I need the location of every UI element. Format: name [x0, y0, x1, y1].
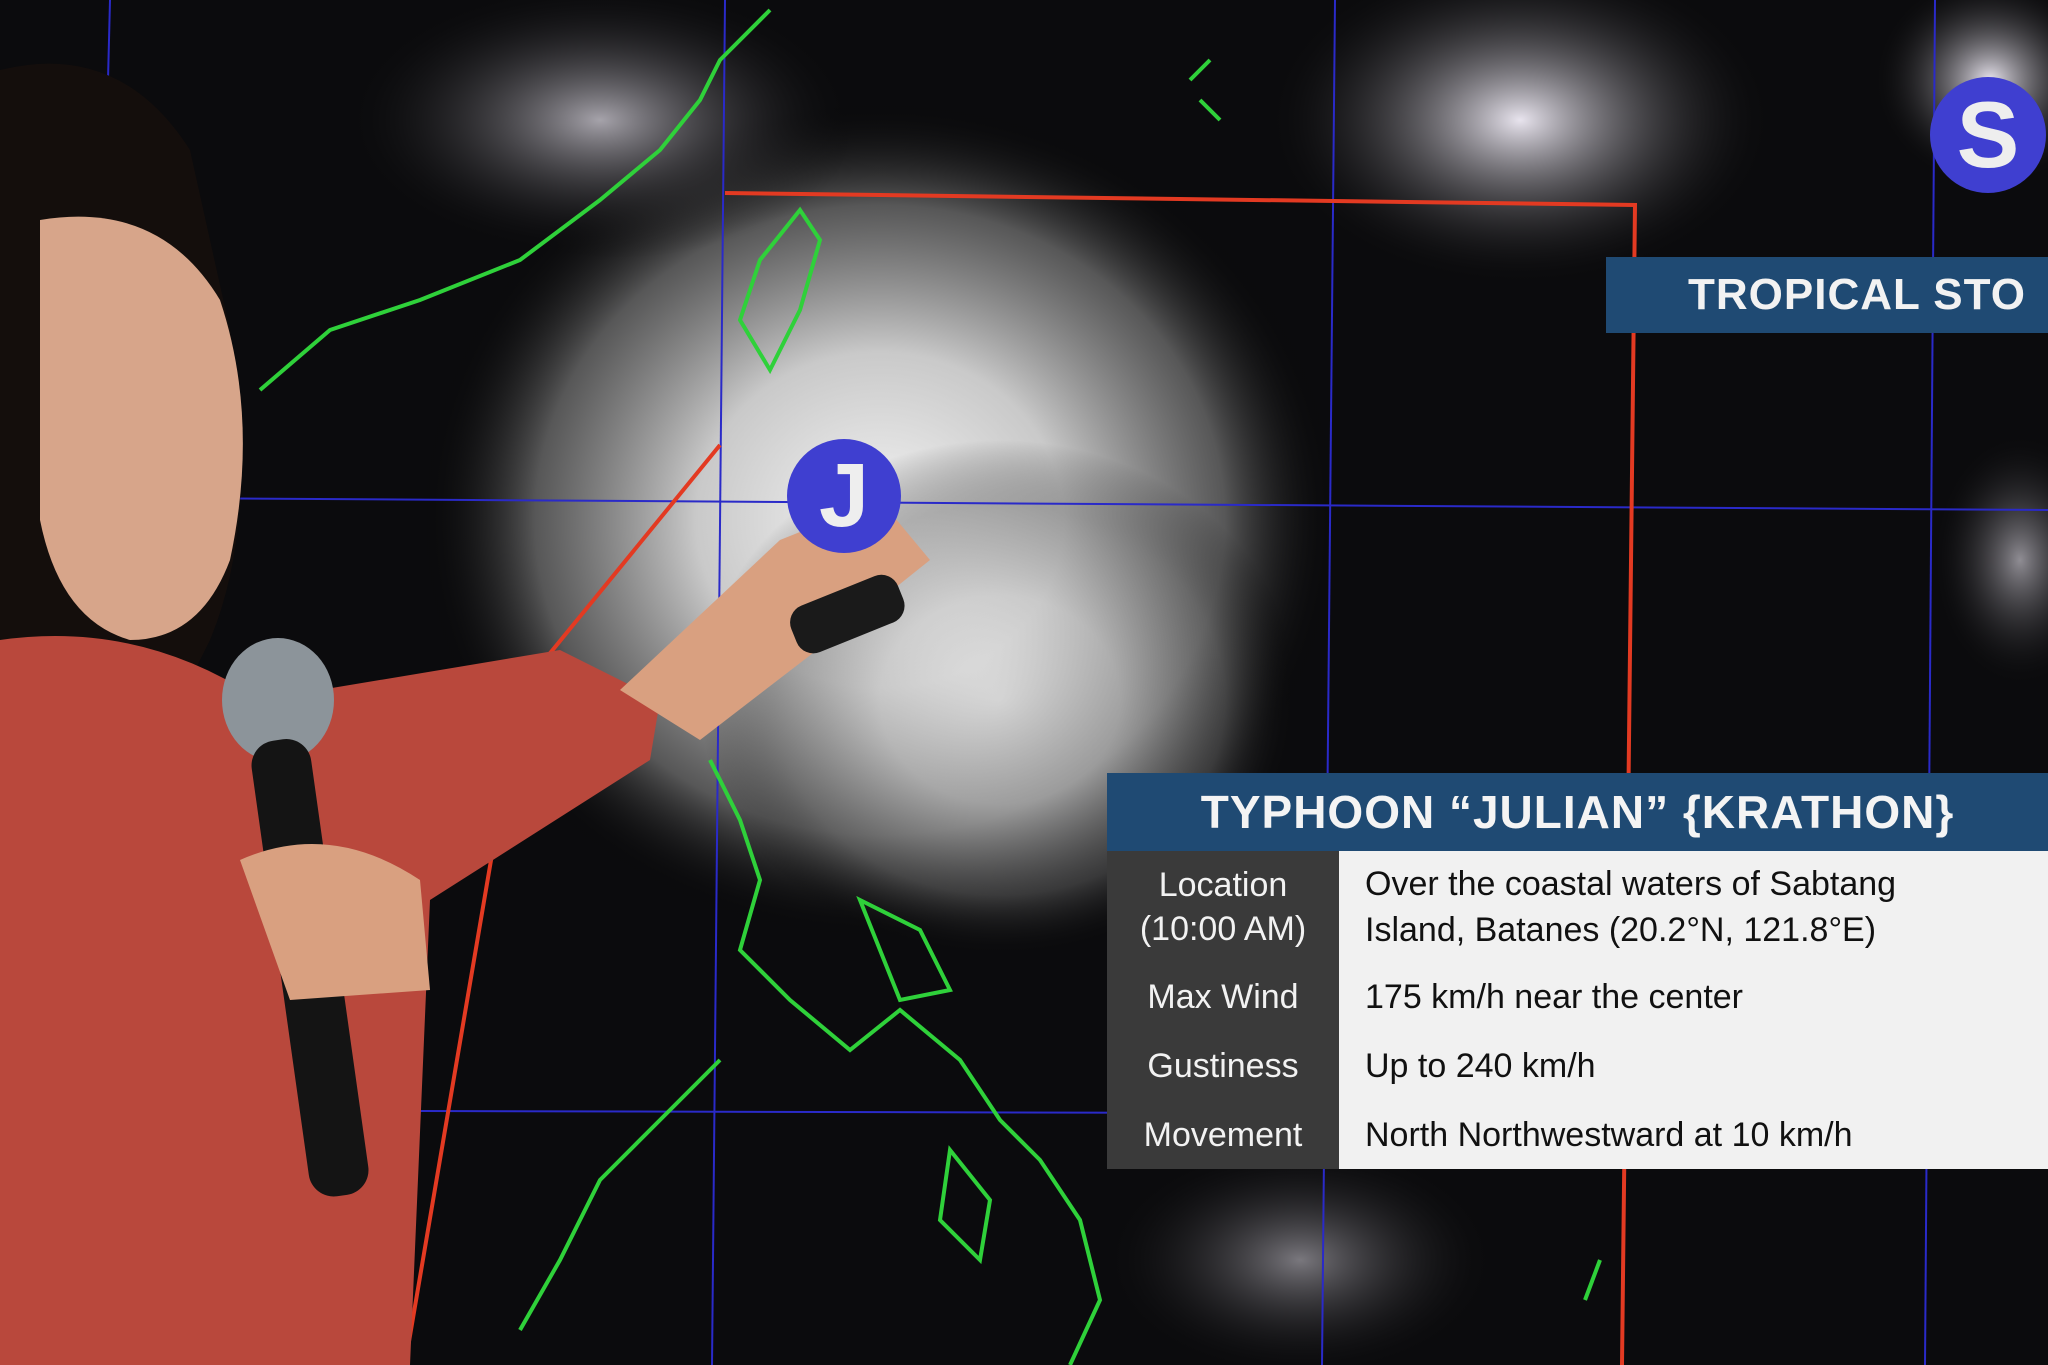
- storm-marker-s[interactable]: S: [1930, 77, 2046, 193]
- location-time-label: (10:00 AM): [1139, 910, 1307, 948]
- presenter: [0, 63, 930, 1365]
- location-label: Location: [1158, 866, 1288, 904]
- max-wind-label: Max Wind: [1147, 978, 1299, 1016]
- movement-label: Movement: [1143, 1116, 1303, 1154]
- panel-title: TYPHOON “JULIAN” {KRATHON}: [1107, 773, 2048, 851]
- storm-marker-j[interactable]: J: [787, 439, 901, 553]
- gustiness-label: Gustiness: [1147, 1047, 1299, 1085]
- movement-value: North Northwestward at 10 km/h: [1365, 1116, 1853, 1154]
- location-value-line2: Island, Batanes (20.2°N, 121.8°E): [1365, 911, 1877, 949]
- gustiness-value: Up to 240 km/h: [1365, 1047, 1596, 1085]
- max-wind-value: 175 km/h near the center: [1365, 978, 1744, 1016]
- coastlines: [258, 8, 1602, 1365]
- typhoon-info-panel: TYPHOON “JULIAN” {KRATHON} Location (10:…: [1107, 773, 2048, 1169]
- value-column: [1339, 851, 2048, 1169]
- label-column: Location (10:00 AM) Max Wind Gustiness M…: [1107, 851, 1339, 1169]
- tropical-storm-banner: TROPICAL STO: [1606, 257, 2048, 333]
- location-value: Over the coastal waters of Sabtang: [1365, 865, 1897, 903]
